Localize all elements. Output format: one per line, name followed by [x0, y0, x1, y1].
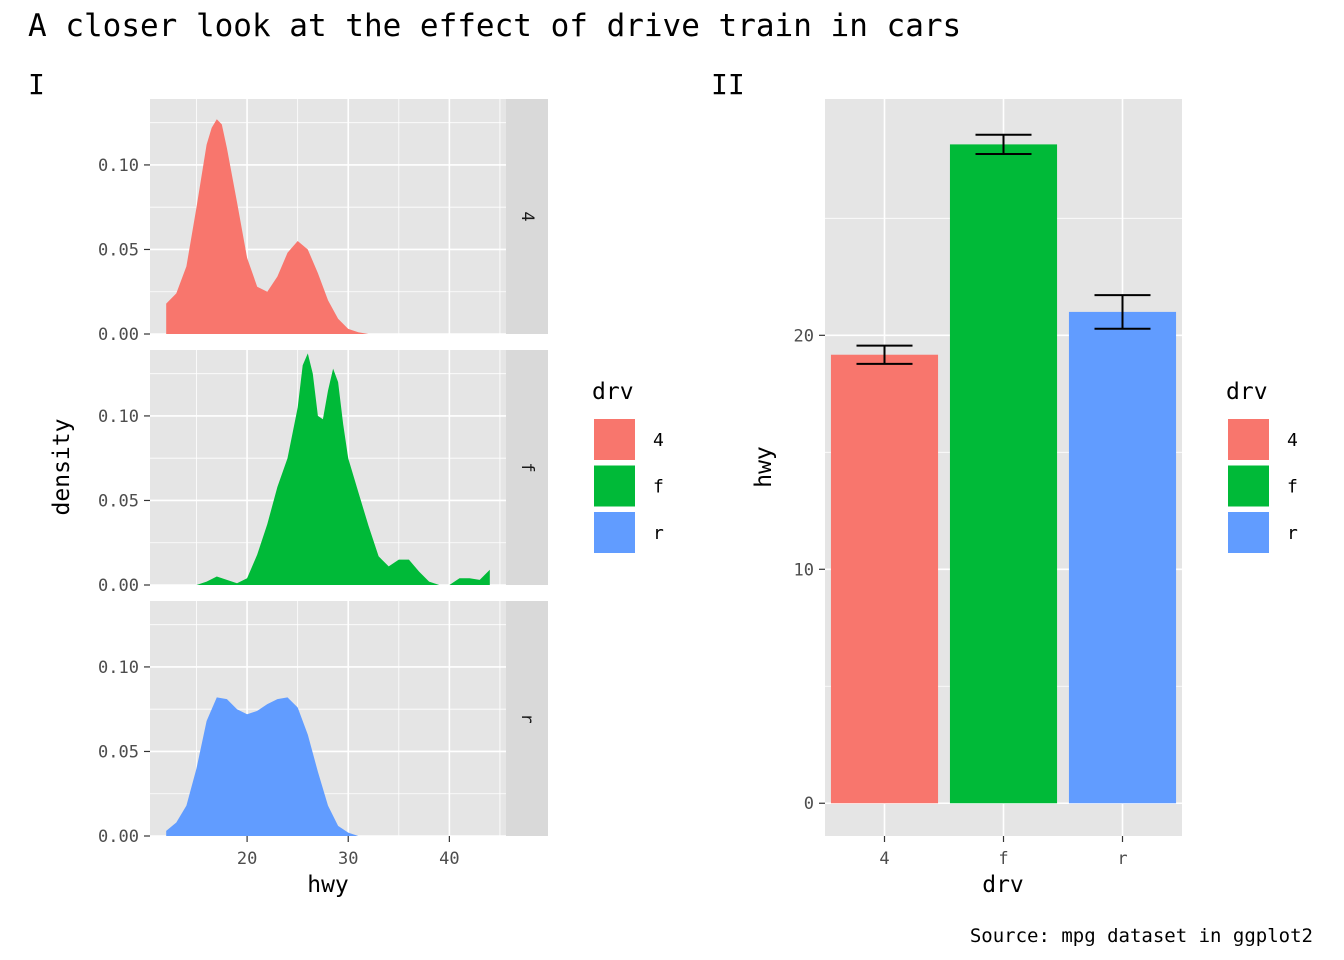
- x-tick-label: 30: [338, 849, 358, 869]
- x-tick-label: 20: [237, 849, 257, 869]
- density-plot: 0.00 0.05 0.10 4 0.00 0.05 0.10 f 0.00 0.05 0.10 r 2…: [98, 99, 548, 869]
- x-tick-label: 4: [879, 849, 889, 869]
- legend-key-f: [1226, 463, 1271, 509]
- legend-label-f: f: [653, 477, 664, 498]
- plot-tag-ii: II: [711, 68, 745, 101]
- y-tick-label: 20: [794, 326, 814, 346]
- density-y-axis-title: density: [49, 419, 75, 516]
- caption: Source: mpg dataset in ggplot2: [970, 925, 1313, 947]
- y-tick-label: 0.05: [98, 742, 139, 762]
- legend-label-4: 4: [1287, 430, 1298, 451]
- legend-label-r: r: [653, 523, 664, 544]
- legend-key-4: [1226, 417, 1271, 462]
- y-tick-label: 0.10: [98, 658, 139, 678]
- legend-key-f: [592, 463, 637, 509]
- density-area-f: [196, 353, 490, 585]
- facet-strip: [506, 99, 548, 334]
- density-legend-title: drv: [592, 379, 634, 405]
- legend-label-f: f: [1287, 477, 1298, 498]
- y-tick-label: 10: [794, 560, 814, 580]
- y-tick-label: 0.10: [98, 156, 139, 176]
- bar-legend: drv 4 f r: [1226, 379, 1298, 555]
- bar-x-axis-title: drv: [982, 872, 1024, 898]
- legend-key-4: [592, 417, 637, 462]
- facet-strip: [506, 350, 548, 585]
- y-tick-label: 0.00: [98, 827, 139, 847]
- density-area-r: [166, 697, 490, 836]
- density-legend: drv 4 f r: [592, 379, 664, 555]
- bar-r: [1068, 311, 1177, 804]
- x-tick-label: f: [998, 849, 1008, 869]
- density-x-axis-title: hwy: [307, 872, 349, 898]
- legend-key-r: [1226, 510, 1271, 555]
- facet-strip: [506, 601, 548, 836]
- bar-f: [949, 144, 1058, 804]
- density-area-4: [166, 119, 490, 334]
- x-tick-label: r: [1117, 849, 1127, 869]
- x-tick-label: 40: [439, 849, 459, 869]
- y-tick-label: 0.00: [98, 325, 139, 345]
- legend-label-4: 4: [653, 430, 664, 451]
- bar-plot: 4 f r 0 10 20: [794, 99, 1182, 869]
- facet-strip-label: r: [517, 713, 537, 723]
- legend-key-r: [592, 510, 637, 555]
- facet-strip-label: 4: [517, 211, 537, 221]
- y-tick-label: 0.05: [98, 240, 139, 260]
- chart-title: A closer look at the effect of drive tra…: [28, 8, 961, 44]
- y-tick-label: 0: [804, 794, 814, 814]
- y-tick-label: 0.05: [98, 491, 139, 511]
- plot-tag-i: I: [28, 68, 45, 101]
- bar-legend-title: drv: [1226, 379, 1268, 405]
- legend-label-r: r: [1287, 523, 1298, 544]
- y-tick-label: 0.00: [98, 576, 139, 596]
- facet-strip-label: f: [517, 462, 537, 472]
- bar-4: [830, 354, 939, 804]
- y-tick-label: 0.10: [98, 407, 139, 427]
- bar-y-axis-title: hwy: [751, 446, 777, 488]
